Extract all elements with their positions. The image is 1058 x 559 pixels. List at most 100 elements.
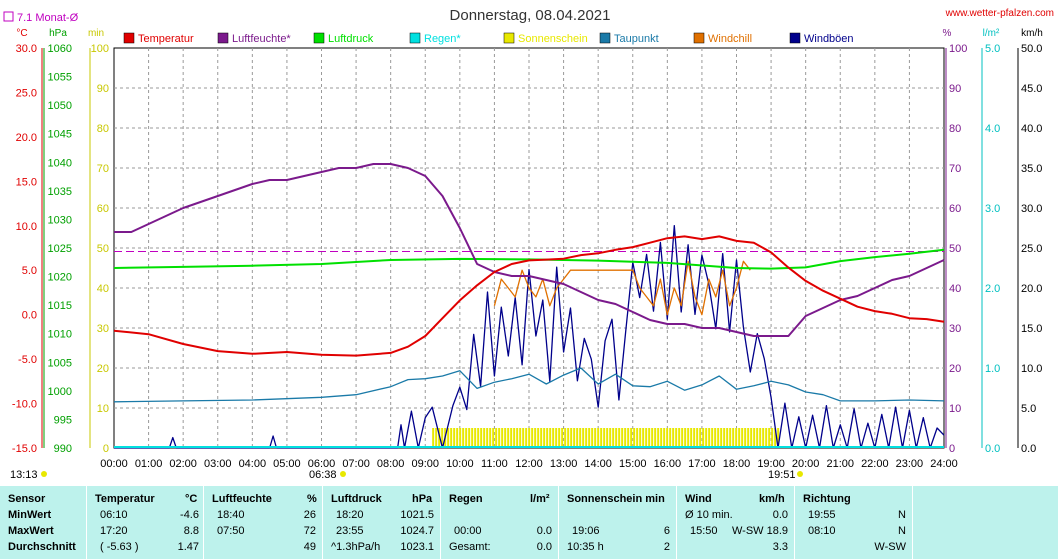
axis-tick-label: 0.0: [22, 310, 37, 322]
sunshine-bar: [576, 428, 579, 448]
stats-col-sunshine: Sonnenschein min 19:06 6 10:35 h 2: [559, 486, 677, 559]
sunshine-bar: [579, 428, 582, 448]
humidity-min-time: 18:40: [217, 509, 245, 521]
axis-tick-label: 15.0: [16, 176, 37, 188]
x-tick-label: 16:00: [654, 458, 682, 470]
temp-unit: °C: [185, 493, 198, 505]
sunshine-bar: [477, 428, 480, 448]
legend-label: Sonnenschein: [518, 33, 588, 45]
axis-tick-label: 5.0: [985, 43, 1000, 55]
x-tick-label: 14:00: [584, 458, 612, 470]
axis-tick-label: 15.0: [1021, 323, 1042, 335]
axis-tick-label: 1000: [48, 386, 72, 398]
axis-tick-label: 30: [949, 323, 961, 335]
legend-swatch: [789, 32, 801, 44]
sunshine-bar: [633, 428, 636, 448]
sunshine-bar: [774, 428, 777, 448]
sunshine-bar: [636, 428, 639, 448]
sunshine-bar: [681, 428, 684, 448]
rain-total-label: Gesamt:: [449, 541, 491, 553]
x-tick-label: 18:00: [723, 458, 751, 470]
pressure-max-time: 23:55: [336, 525, 364, 537]
axis-tick-label: 90: [949, 83, 961, 95]
sunshine-bar: [597, 428, 600, 448]
axis-tick-label: 20: [97, 363, 109, 375]
axis-tick-label: 10: [949, 403, 961, 415]
humidity-header: Luftfeuchte: [212, 493, 272, 505]
sunshine-bar: [501, 428, 504, 448]
x-tick-label: 00:00: [100, 458, 128, 470]
axis-tick-label: 1055: [48, 72, 72, 84]
sunshine-bar: [738, 428, 741, 448]
sunshine-bar: [711, 428, 714, 448]
sunshine-bar: [768, 428, 771, 448]
axes: 00:00 01:00 02:00 03:00 04:00 05:00 06:00 07:00…: [12, 28, 1043, 470]
axis-tick-label: 1025: [48, 243, 72, 255]
sunshine-bar: [588, 428, 591, 448]
axis-tick-label: 90: [97, 83, 109, 95]
sunshine-bar: [627, 428, 630, 448]
sunshine-bar: [465, 428, 468, 448]
stats-col-wind: Wind km/h Ø 10 min. 0.0 15:50 W-SW 18.9 …: [677, 486, 795, 559]
pressure-avg-value: 1023.1: [400, 541, 434, 553]
axis-unit-label: %: [943, 28, 952, 39]
sunshine-bar: [735, 428, 738, 448]
sunshine-max-time: 19:06: [572, 525, 600, 537]
axis-tick-label: 10: [97, 403, 109, 415]
sunshine-bar: [744, 428, 747, 448]
legend-swatch: [693, 32, 705, 44]
axis-tick-label: 10.0: [1021, 363, 1042, 375]
sunshine-bar: [729, 428, 732, 448]
sunshine-bar: [651, 428, 654, 448]
stats-col-direction: Richtung 19:55 N 08:10 N W-SW: [795, 486, 913, 559]
sunshine-bar: [504, 428, 507, 448]
axis-tick-label: 1035: [48, 186, 72, 198]
axis-tick-label: 50: [97, 243, 109, 255]
temp-avg-value: 1.47: [177, 541, 199, 553]
sunshine-bar: [438, 428, 441, 448]
rain-max-value: 0.0: [536, 525, 552, 537]
current-time: 13:13: [10, 469, 38, 481]
sunshine-bar: [750, 428, 753, 448]
sunshine-bar: [621, 428, 624, 448]
sunshine-bar: [435, 428, 438, 448]
stats-table: Sensor MinWert MaxWert Durchschnitt Temp…: [0, 486, 1058, 559]
sunshine-bar: [507, 428, 510, 448]
pressure-min-value: 1021.5: [400, 509, 434, 521]
sunshine-bar: [594, 428, 597, 448]
sunshine-bar: [531, 428, 534, 448]
sunshine-bar: [606, 428, 609, 448]
sunshine-bar: [528, 428, 531, 448]
stats-col-temp: Temperatur °C 06:10 -4.6 17:20 8.8 ( -5.…: [87, 486, 204, 559]
axis-tick-label: 1005: [48, 357, 72, 369]
axis-tick-label: 50: [949, 243, 961, 255]
axis-unit-label: hPa: [49, 28, 67, 39]
temp-header: Temperatur: [95, 493, 155, 505]
wind-header: Wind: [685, 493, 712, 505]
sunshine-bar: [459, 428, 462, 448]
sunshine-bar: [453, 428, 456, 448]
sunshine-bar: [534, 428, 537, 448]
x-tick-label: 11:00: [481, 458, 508, 470]
site-link[interactable]: www.wetter-pfalzen.com: [945, 8, 1054, 19]
sunshine-bar: [489, 428, 492, 448]
series-line-temperatur: [113, 235, 945, 357]
wind-avg-period: Ø 10 min.: [685, 509, 733, 521]
sunshine-bar: [474, 428, 477, 448]
direction-min-time: 19:55: [808, 509, 836, 521]
sunshine-bar: [495, 428, 498, 448]
direction-avg-value: W-SW: [874, 541, 906, 553]
current-time-sun-icon: [41, 471, 47, 477]
sunshine-bar: [726, 428, 729, 448]
axis-tick-label: 30: [97, 323, 109, 335]
axis-tick-label: -5.0: [18, 354, 37, 366]
axis-tick-label: 0.0: [1021, 443, 1036, 455]
x-tick-label: 01:00: [135, 458, 163, 470]
axis-tick-label: -10.0: [12, 399, 37, 411]
axis-tick-label: 60: [949, 203, 961, 215]
sunshine-bar: [570, 428, 573, 448]
sunshine-bar: [699, 428, 702, 448]
sunshine-bar: [696, 428, 699, 448]
avg-marker-icon: [3, 11, 14, 22]
axis-tick-label: 100: [91, 43, 109, 55]
